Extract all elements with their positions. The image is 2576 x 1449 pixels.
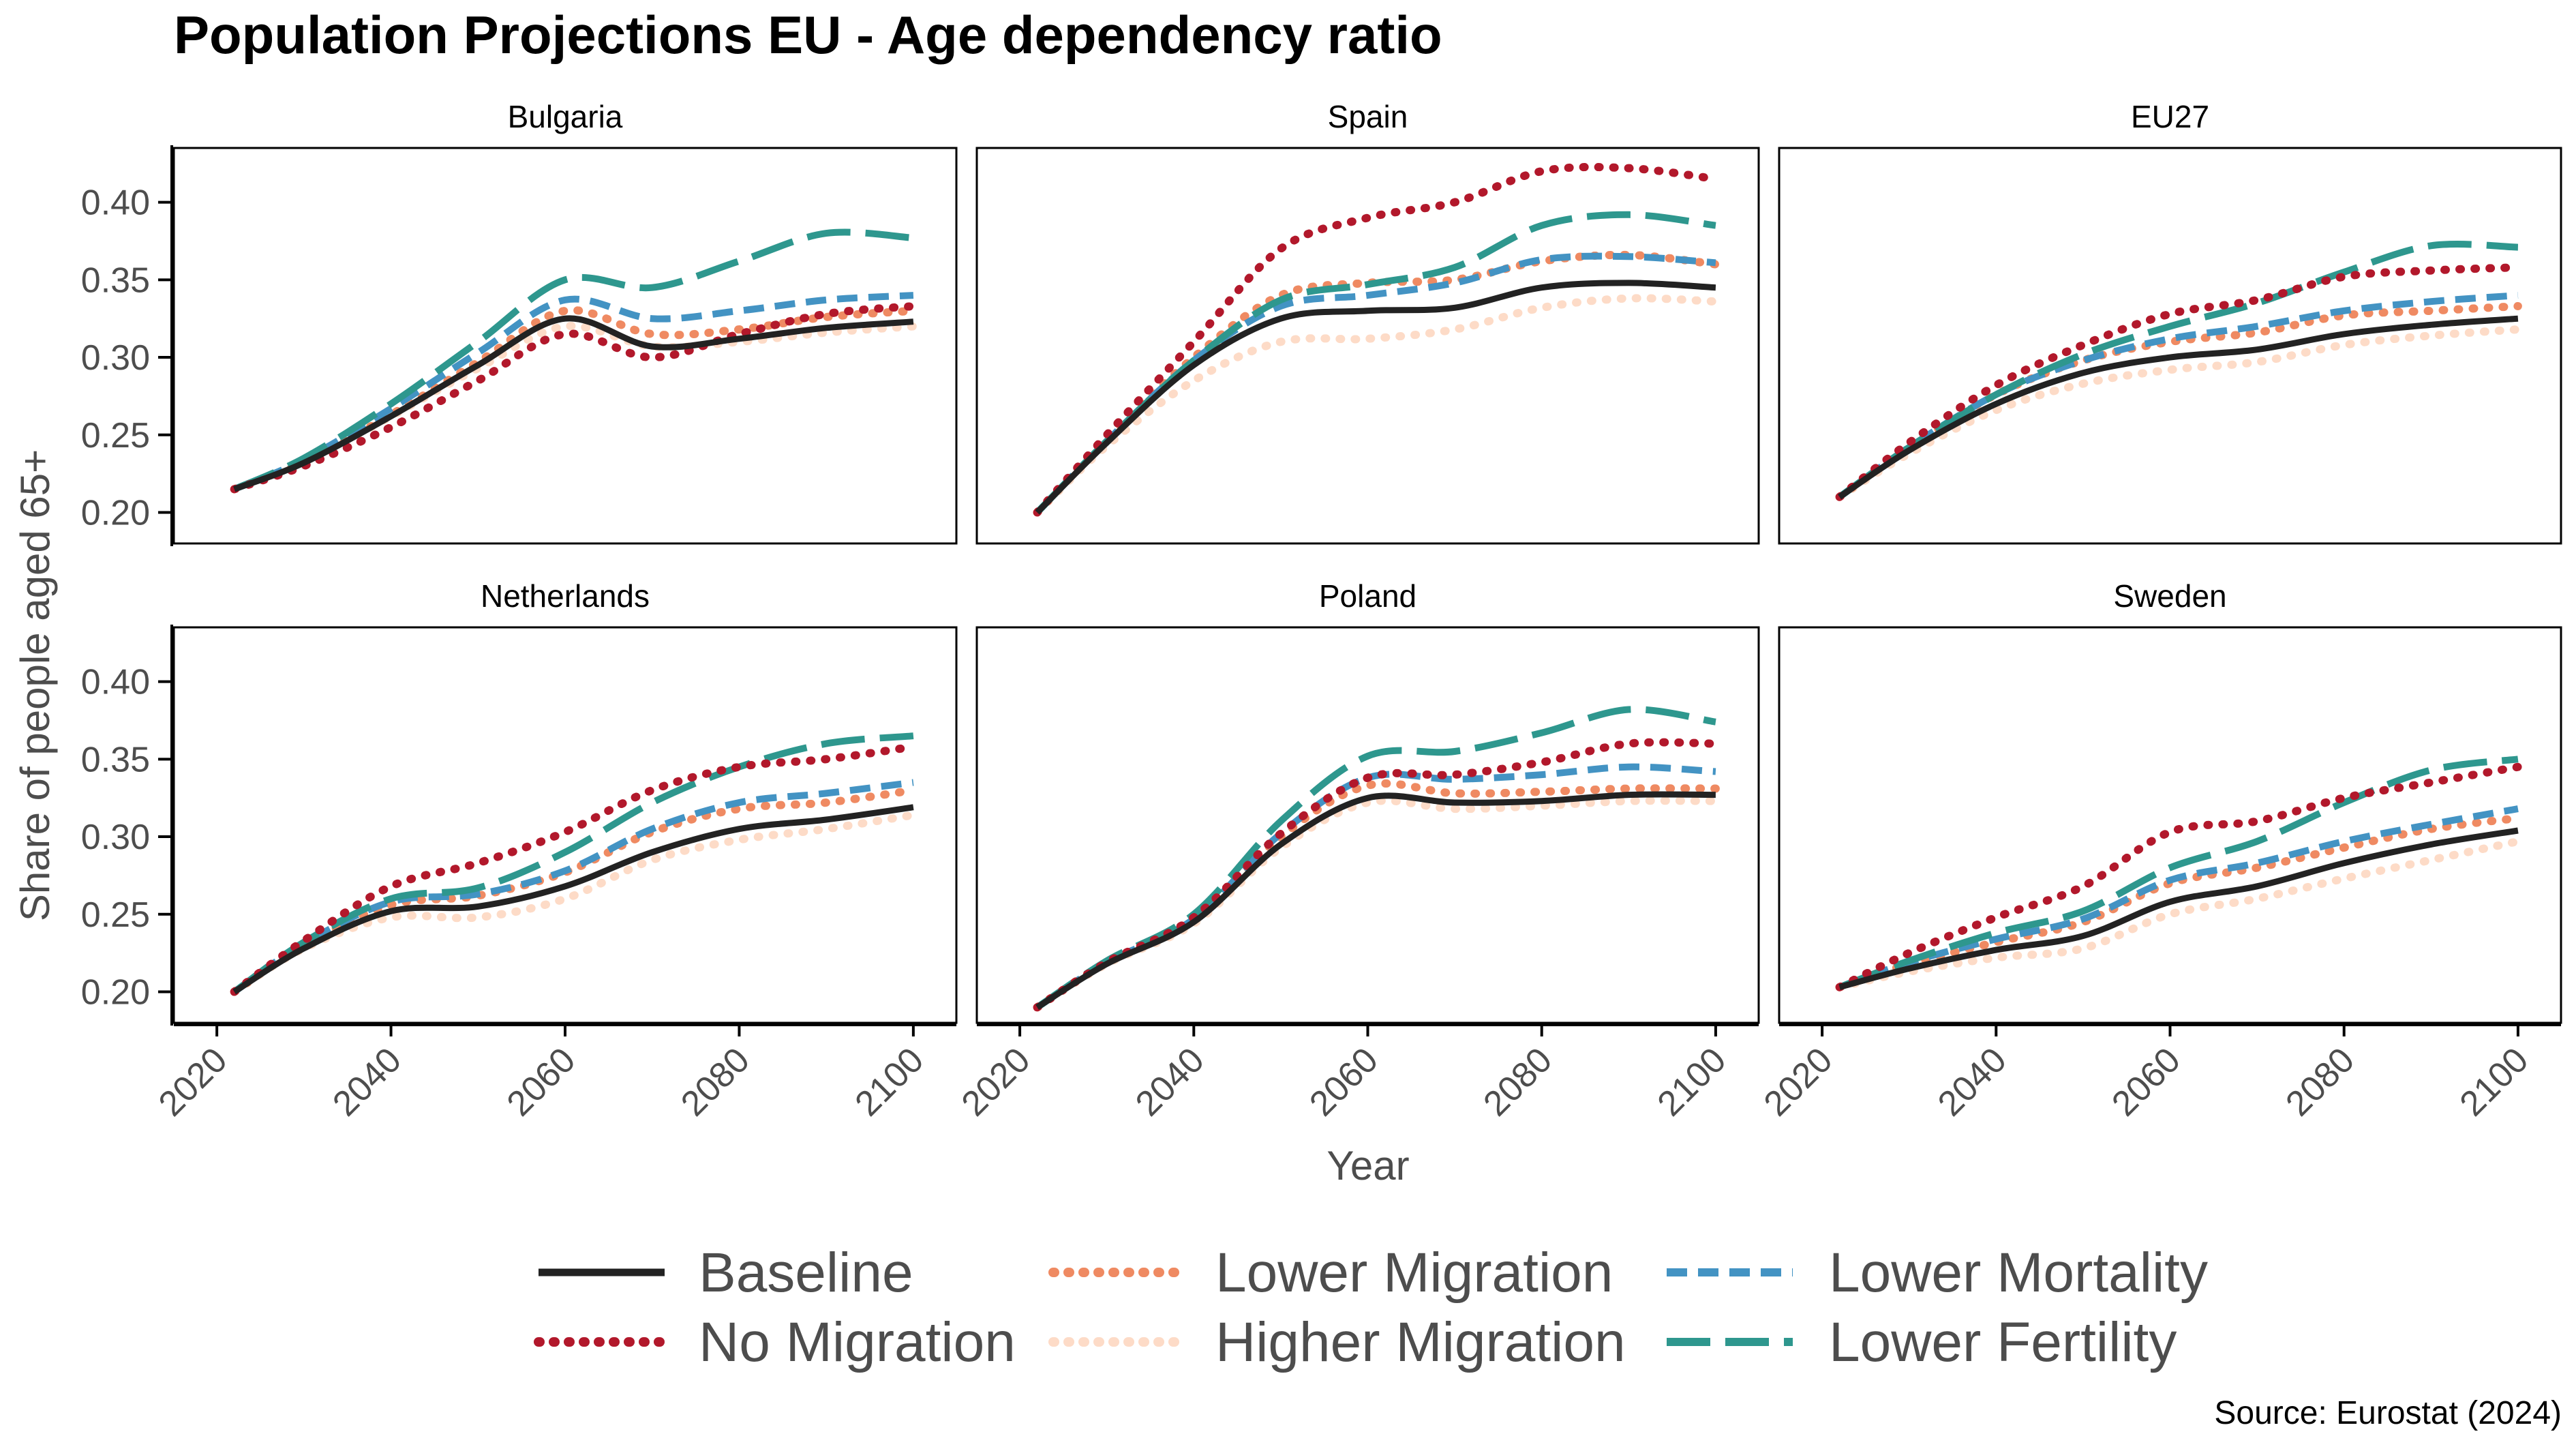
source-note: Source: Eurostat (2024) bbox=[2214, 1395, 2562, 1431]
series-line-lower-migration-bulgaria bbox=[230, 305, 918, 494]
panel-bulgaria: Bulgaria 0.20 0.25 0.30 0.35 0.40 bbox=[81, 99, 958, 546]
series-line-lower-migration-poland bbox=[1033, 779, 1720, 1012]
series-line-lower-fertility-netherlands bbox=[232, 732, 914, 995]
y-tick-label: 0.40 bbox=[81, 663, 150, 702]
legend-entry-no-migration: No Migration bbox=[534, 1311, 1016, 1373]
series-line-lower-mortality-eu27 bbox=[1837, 292, 2519, 500]
y-tick-label: 0.30 bbox=[81, 818, 150, 857]
panel-title-eu27: EU27 bbox=[2131, 99, 2209, 134]
series-line-baseline-netherlands bbox=[232, 804, 914, 995]
y-tick-label: 0.25 bbox=[81, 416, 150, 455]
legend-entry-lower-fertility: Lower Fertility bbox=[1667, 1311, 2177, 1373]
series-line-lower-migration-eu27 bbox=[1835, 302, 2522, 501]
panel-eu27: EU27 bbox=[1778, 99, 2562, 545]
y-tick-label: 0.25 bbox=[81, 895, 150, 935]
series-line-no-migration-eu27 bbox=[1835, 263, 2522, 501]
series-line-baseline-poland bbox=[1035, 791, 1716, 1011]
y-tick-label: 0.20 bbox=[81, 973, 150, 1013]
y-tick-label: 0.40 bbox=[81, 183, 150, 223]
y-axis-label: Share of people aged 65+ bbox=[12, 449, 58, 921]
series-line-lower-fertility-bulgaria bbox=[232, 228, 914, 492]
series-line-lower-fertility-poland bbox=[1035, 706, 1716, 1011]
series-line-no-migration-spain bbox=[1033, 162, 1720, 517]
panel-title-sweden: Sweden bbox=[2113, 578, 2226, 614]
panel-title-netherlands: Netherlands bbox=[481, 578, 650, 614]
panel-frame-eu27 bbox=[1778, 147, 2562, 545]
y-tick-label: 0.35 bbox=[81, 260, 150, 300]
x-axis-label: Year bbox=[1327, 1143, 1409, 1189]
series-line-baseline-spain bbox=[1035, 280, 1716, 515]
y-tick-label: 0.35 bbox=[81, 740, 150, 779]
series-line-higher-migration-spain bbox=[1033, 294, 1720, 517]
legend-entry-higher-migration: Higher Migration bbox=[1048, 1311, 1626, 1373]
series-line-lower-mortality-sweden bbox=[1838, 805, 2519, 991]
series-line-lower-mortality-netherlands bbox=[232, 779, 914, 995]
legend-entry-baseline: Baseline bbox=[539, 1242, 913, 1304]
panel-frame-bulgaria bbox=[172, 147, 958, 545]
panel-frame-spain bbox=[975, 147, 1760, 545]
chart-title: Population Projections EU - Age dependen… bbox=[174, 5, 1442, 65]
panel-title-bulgaria: Bulgaria bbox=[508, 99, 623, 134]
series-line-baseline-sweden bbox=[1838, 827, 2519, 991]
series-line-lower-fertility-sweden bbox=[1838, 756, 2519, 991]
panel-spain: Spain bbox=[975, 99, 1760, 545]
legend: Baseline No Migration Lower Migration Highe… bbox=[534, 1242, 2208, 1373]
series-line-lower-mortality-bulgaria bbox=[232, 292, 914, 493]
legend-label-lower-fertility: Lower Fertility bbox=[1829, 1311, 2177, 1373]
legend-label-lower-migration: Lower Migration bbox=[1215, 1242, 1613, 1304]
y-tick-label: 0.20 bbox=[81, 494, 150, 533]
series-line-no-migration-bulgaria bbox=[230, 302, 918, 494]
y-tick-label: 0.30 bbox=[81, 338, 150, 378]
series-line-higher-migration-sweden bbox=[1835, 837, 2522, 991]
panels: Bulgaria 0.20 0.25 0.30 0.35 0.40 Spain EU27 Net… bbox=[81, 99, 2562, 1124]
series-line-higher-migration-eu27 bbox=[1835, 325, 2522, 501]
legend-entry-lower-mortality: Lower Mortality bbox=[1667, 1242, 2208, 1304]
legend-label-lower-mortality: Lower Mortality bbox=[1829, 1242, 2208, 1304]
series-line-baseline-bulgaria bbox=[233, 315, 914, 492]
series-line-no-migration-netherlands bbox=[230, 743, 918, 996]
legend-entry-lower-migration: Lower Migration bbox=[1048, 1242, 1613, 1304]
panel-title-spain: Spain bbox=[1328, 99, 1408, 134]
series-line-baseline-eu27 bbox=[1838, 315, 2519, 500]
legend-label-baseline: Baseline bbox=[699, 1242, 913, 1304]
legend-label-higher-migration: Higher Migration bbox=[1215, 1311, 1626, 1373]
panel-title-poland: Poland bbox=[1319, 578, 1416, 614]
series-line-lower-fertility-eu27 bbox=[1837, 241, 2519, 500]
legend-label-no-migration: No Migration bbox=[699, 1311, 1016, 1373]
